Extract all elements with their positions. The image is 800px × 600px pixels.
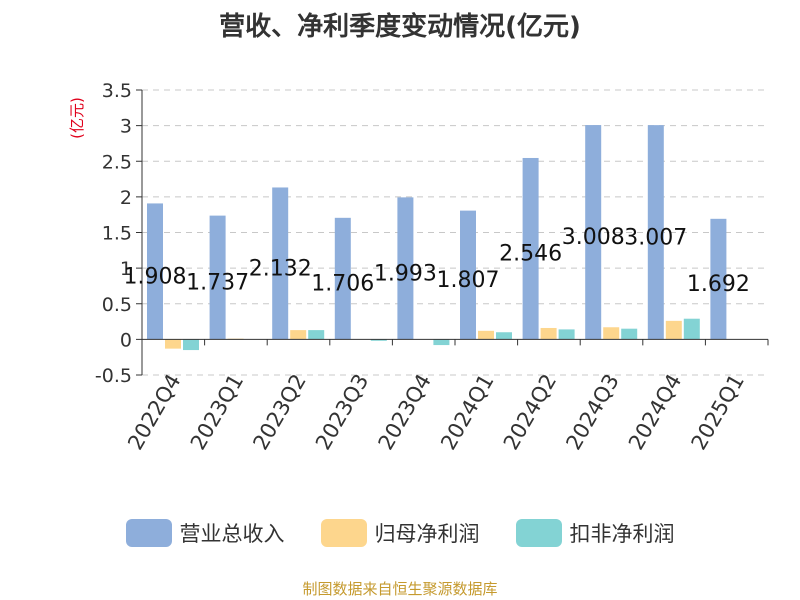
bar-deducted-net-profit[interactable] [308,330,325,340]
x-tick-label: 2024Q3 [561,370,623,454]
bar-revenue[interactable] [460,210,476,340]
bar-net-profit[interactable] [165,339,181,349]
bar-deducted-net-profit[interactable] [183,339,199,351]
x-tick-label: 2023Q4 [374,370,436,454]
bar-revenue[interactable] [647,125,664,340]
bar-deducted-net-profit[interactable] [621,328,638,340]
legend-label-net-profit: 归母净利润 [374,522,480,546]
legend-swatch-deducted-net-profit [515,519,562,547]
bar-revenue[interactable] [209,215,226,340]
y-axis-label: (亿元) [68,97,86,139]
x-tick-label: 2023Q3 [311,370,373,454]
x-tick-label: 2023Q2 [248,370,310,454]
y-tick-label: 2 [120,187,132,209]
x-tick-label: 2024Q4 [624,370,686,454]
data-label: 1.737 [186,270,249,295]
y-tick-label: 3 [120,116,132,138]
data-label: 2.546 [499,242,562,267]
data-label: 2.132 [249,256,312,281]
y-tick-label: -0.5 [95,365,132,387]
data-label: 1.993 [374,261,437,286]
legend-label-deducted-net-profit: 扣非净利润 [569,522,675,546]
bar-deducted-net-profit[interactable] [370,339,387,341]
x-tick-label: 2023Q1 [186,370,248,454]
bar-deducted-net-profit[interactable] [433,339,450,346]
data-label: 3.007 [624,225,687,250]
legend-item-revenue[interactable]: 营业总收入 [125,518,285,548]
bar-revenue[interactable] [397,197,414,340]
bar-net-profit[interactable] [290,330,307,340]
legend-item-net-profit[interactable]: 归母净利润 [320,518,480,548]
bars [147,125,727,351]
x-tick-label: 2025Q1 [687,370,749,454]
legend: 营业总收入 归母净利润 扣非净利润 [0,518,800,548]
bar-revenue[interactable] [272,187,289,340]
legend-swatch-revenue [125,519,172,547]
data-label: 1.807 [437,268,500,293]
bar-net-profit[interactable] [540,327,557,340]
bar-net-profit[interactable] [665,320,682,340]
bar-revenue[interactable] [585,125,602,340]
legend-item-deducted-net-profit[interactable]: 扣非净利润 [515,518,675,548]
source-note: 制图数据来自恒生聚源数据库 [302,580,498,598]
bar-revenue[interactable] [710,218,727,340]
data-label: 1.692 [687,272,750,297]
legend-swatch-net-profit [320,519,367,547]
bar-revenue[interactable] [334,217,351,340]
bar-net-profit[interactable] [603,327,620,340]
data-label: 1.908 [124,264,187,289]
y-tick-label: 1 [120,258,132,280]
legend-label-revenue: 营业总收入 [179,522,285,546]
data-label: 3.008 [562,225,625,250]
bar-deducted-net-profit[interactable] [558,329,575,340]
y-tick-label: 3.5 [102,80,132,102]
bar-revenue[interactable] [522,157,539,340]
x-tick-label: 2022Q4 [123,370,185,454]
x-tick-label: 2024Q1 [436,370,498,454]
y-tick-label: 0.5 [102,294,132,316]
y-tick-label: 2.5 [102,151,132,173]
bar-net-profit[interactable] [478,330,494,340]
data-label: 1.706 [311,272,374,297]
bar-revenue[interactable] [147,203,163,340]
y-tick-label: 0 [120,329,132,351]
y-tick-label: 1.5 [102,223,132,245]
x-tick-label: 2024Q2 [499,370,561,454]
chart-title: 营收、净利季度变动情况(亿元) [219,12,581,42]
bar-deducted-net-profit[interactable] [496,332,512,340]
bar-deducted-net-profit[interactable] [683,318,700,340]
